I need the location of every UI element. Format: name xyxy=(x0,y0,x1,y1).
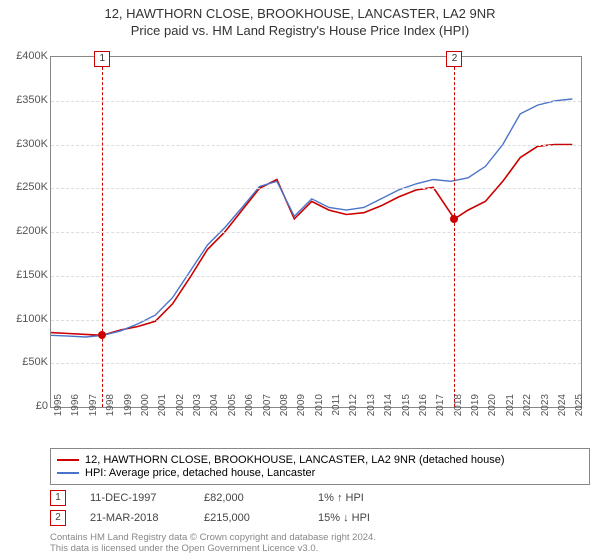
chart-plot-area: 12 xyxy=(50,56,582,408)
x-tick-label: 2002 xyxy=(175,394,186,424)
series-line-hpi xyxy=(51,99,572,337)
y-tick-label: £250K xyxy=(6,181,48,193)
y-tick-label: £150K xyxy=(6,269,48,281)
x-tick-label: 2020 xyxy=(487,394,498,424)
chart-title: 12, HAWTHORN CLOSE, BROOKHOUSE, LANCASTE… xyxy=(0,0,600,38)
event-row-2: 2 21-MAR-2018 £215,000 15% ↓ HPI xyxy=(50,510,408,526)
event-marker-1: 1 xyxy=(50,490,66,506)
x-tick-label: 1997 xyxy=(88,394,99,424)
x-tick-label: 2023 xyxy=(540,394,551,424)
x-tick-label: 2005 xyxy=(227,394,238,424)
marker-box-2: 2 xyxy=(446,51,462,67)
event-price-2: £215,000 xyxy=(204,512,294,524)
series-line-property xyxy=(51,145,572,336)
legend-swatch-hpi xyxy=(57,472,79,474)
x-tick-label: 2008 xyxy=(279,394,290,424)
x-tick-label: 2022 xyxy=(522,394,533,424)
event-row-1: 1 11-DEC-1997 £82,000 1% ↑ HPI xyxy=(50,490,408,506)
chart-container: 12, HAWTHORN CLOSE, BROOKHOUSE, LANCASTE… xyxy=(0,0,600,560)
marker-dot-2 xyxy=(450,215,458,223)
y-tick-label: £300K xyxy=(6,138,48,150)
footer-attribution: Contains HM Land Registry data © Crown c… xyxy=(50,532,376,554)
marker-dot-1 xyxy=(98,331,106,339)
y-tick-label: £350K xyxy=(6,94,48,106)
legend-label-property: 12, HAWTHORN CLOSE, BROOKHOUSE, LANCASTE… xyxy=(85,454,505,466)
x-tick-label: 2011 xyxy=(331,394,342,424)
y-tick-label: £0 xyxy=(6,400,48,412)
x-tick-label: 2015 xyxy=(401,394,412,424)
x-tick-label: 2007 xyxy=(262,394,273,424)
legend-item-property: 12, HAWTHORN CLOSE, BROOKHOUSE, LANCASTE… xyxy=(57,454,583,466)
footer-line1: Contains HM Land Registry data © Crown c… xyxy=(50,532,376,543)
event-diff-1: 1% ↑ HPI xyxy=(318,492,408,504)
x-tick-label: 2009 xyxy=(296,394,307,424)
x-tick-label: 1999 xyxy=(123,394,134,424)
event-diff-2: 15% ↓ HPI xyxy=(318,512,408,524)
title-address: 12, HAWTHORN CLOSE, BROOKHOUSE, LANCASTE… xyxy=(0,6,600,21)
event-price-1: £82,000 xyxy=(204,492,294,504)
x-tick-label: 2000 xyxy=(140,394,151,424)
x-tick-label: 2004 xyxy=(209,394,220,424)
legend-swatch-property xyxy=(57,459,79,461)
footer-line2: This data is licensed under the Open Gov… xyxy=(50,543,376,554)
x-tick-label: 2019 xyxy=(470,394,481,424)
event-marker-2: 2 xyxy=(50,510,66,526)
legend-item-hpi: HPI: Average price, detached house, Lanc… xyxy=(57,467,583,479)
x-tick-label: 2003 xyxy=(192,394,203,424)
marker-line-1 xyxy=(102,57,103,407)
x-tick-label: 2013 xyxy=(366,394,377,424)
marker-line-2 xyxy=(454,57,455,407)
y-tick-label: £50K xyxy=(6,356,48,368)
x-tick-label: 2006 xyxy=(244,394,255,424)
x-tick-label: 2021 xyxy=(505,394,516,424)
x-tick-label: 2024 xyxy=(557,394,568,424)
title-subtitle: Price paid vs. HM Land Registry's House … xyxy=(0,23,600,38)
x-tick-label: 2018 xyxy=(453,394,464,424)
x-tick-label: 2017 xyxy=(435,394,446,424)
x-tick-label: 1995 xyxy=(53,394,64,424)
legend-box: 12, HAWTHORN CLOSE, BROOKHOUSE, LANCASTE… xyxy=(50,448,590,485)
event-date-1: 11-DEC-1997 xyxy=(90,492,180,504)
event-rows: 1 11-DEC-1997 £82,000 1% ↑ HPI 2 21-MAR-… xyxy=(50,490,408,530)
legend-label-hpi: HPI: Average price, detached house, Lanc… xyxy=(85,467,315,479)
x-tick-label: 2012 xyxy=(348,394,359,424)
x-tick-label: 1998 xyxy=(105,394,116,424)
x-tick-label: 2001 xyxy=(157,394,168,424)
x-tick-label: 1996 xyxy=(70,394,81,424)
x-tick-label: 2025 xyxy=(574,394,585,424)
x-tick-label: 2010 xyxy=(314,394,325,424)
y-tick-label: £400K xyxy=(6,50,48,62)
y-tick-label: £100K xyxy=(6,313,48,325)
x-tick-label: 2014 xyxy=(383,394,394,424)
y-tick-label: £200K xyxy=(6,225,48,237)
marker-box-1: 1 xyxy=(94,51,110,67)
x-tick-label: 2016 xyxy=(418,394,429,424)
event-date-2: 21-MAR-2018 xyxy=(90,512,180,524)
